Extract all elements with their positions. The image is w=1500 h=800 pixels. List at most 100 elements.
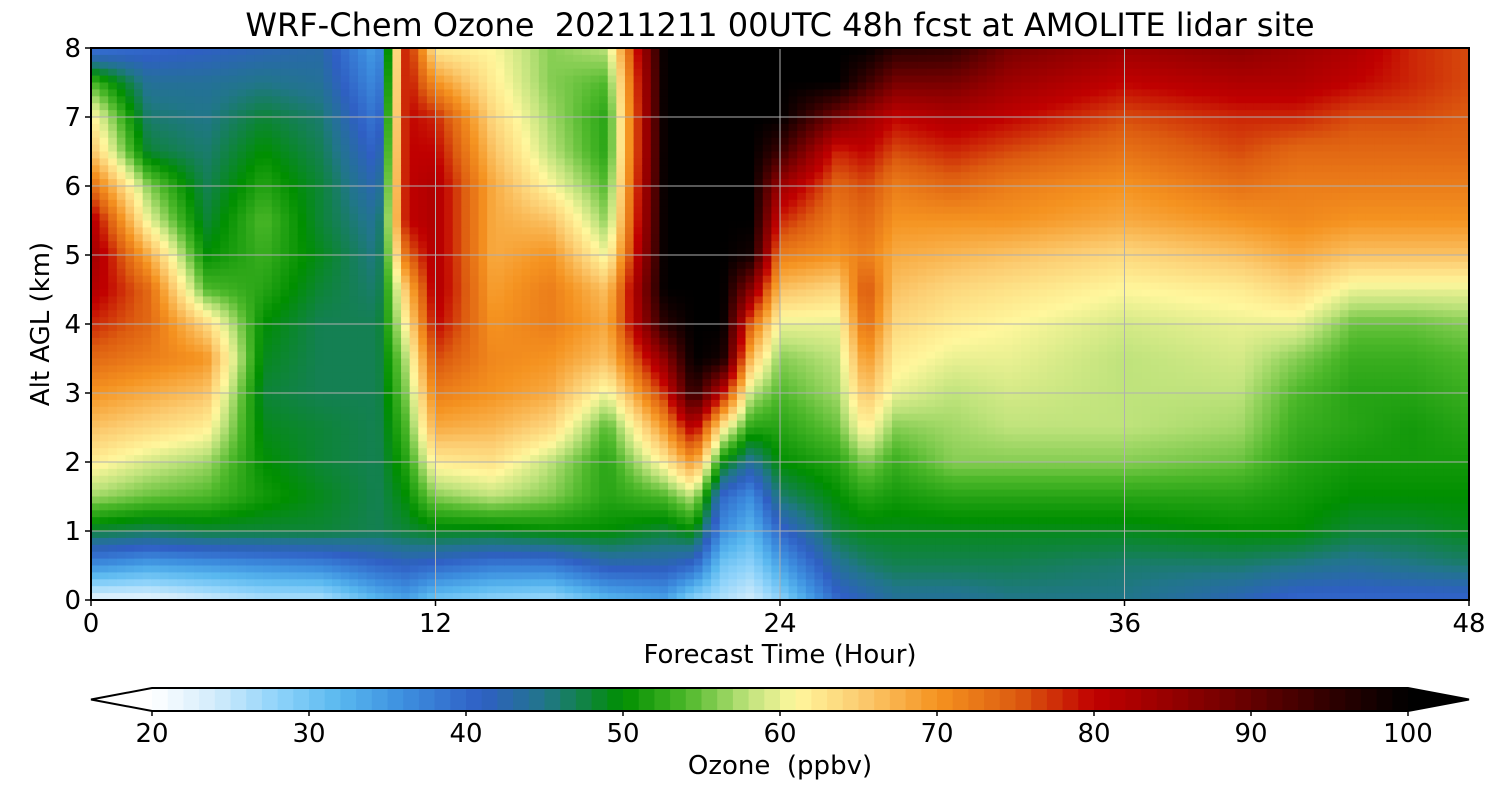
heatmap-cell [616, 192, 626, 201]
heatmap-cell [99, 158, 109, 166]
heatmap-cell [435, 468, 445, 477]
heatmap-cell [366, 365, 376, 373]
heatmap-cell [349, 537, 359, 546]
heatmap-cell [125, 379, 135, 387]
heatmap-cell [564, 234, 574, 242]
heatmap-cell [444, 158, 454, 166]
heatmap-cell [607, 75, 617, 84]
heatmap-cell [573, 234, 583, 242]
heatmap-cell [254, 427, 264, 435]
heatmap-cell [211, 255, 221, 263]
heatmap-cell [590, 517, 600, 525]
heatmap-cell [194, 358, 204, 366]
heatmap-cell [151, 441, 161, 449]
heatmap-cell [504, 68, 514, 77]
heatmap-cell [246, 268, 256, 277]
heatmap-cell [263, 531, 273, 539]
heatmap-cell [599, 558, 609, 567]
heatmap-cell [185, 593, 195, 601]
heatmap-cell [409, 406, 419, 415]
heatmap-cell [349, 61, 359, 70]
heatmap-cell [418, 234, 428, 242]
heatmap-cell [99, 275, 109, 284]
heatmap-cell [91, 524, 101, 532]
heatmap-cell [521, 399, 531, 408]
heatmap-cell [581, 255, 592, 263]
heatmap-cell [108, 213, 118, 222]
heatmap-cell [168, 427, 178, 435]
heatmap-cell [504, 186, 514, 194]
heatmap-cell [306, 448, 316, 456]
heatmap-cell [108, 68, 118, 77]
heatmap-cell [202, 110, 213, 118]
heatmap-cell [418, 289, 428, 297]
heatmap-cell [202, 75, 213, 84]
heatmap-cell [538, 420, 549, 429]
heatmap-cell [401, 130, 411, 139]
heatmap-cell [469, 537, 480, 546]
heatmap-cell [332, 351, 342, 360]
heatmap-cell [323, 68, 333, 77]
heatmap-cell [538, 434, 549, 442]
heatmap-cell [401, 358, 411, 366]
heatmap-cell [564, 379, 574, 387]
heatmap-cell [280, 172, 290, 180]
heatmap-cell [487, 144, 497, 153]
heatmap-cell [599, 179, 609, 187]
heatmap-cell [487, 317, 497, 325]
heatmap-cell [271, 68, 282, 77]
heatmap-cell [220, 351, 230, 360]
heatmap-cell [452, 199, 462, 208]
heatmap-cell [581, 406, 592, 415]
heatmap-cell [581, 179, 592, 187]
heatmap-cell [314, 462, 325, 470]
heatmap-cell [99, 61, 109, 70]
heatmap-cell [332, 261, 342, 270]
heatmap-cell [513, 434, 523, 442]
heatmap-cell [142, 503, 152, 511]
heatmap-cell [168, 551, 178, 560]
heatmap-cell [289, 344, 299, 353]
heatmap-cell [142, 296, 152, 304]
heatmap-cell [564, 330, 574, 339]
heatmap-cell [426, 179, 437, 187]
heatmap-cell [444, 296, 454, 304]
heatmap-cell [323, 572, 333, 580]
heatmap-cell [228, 365, 239, 373]
heatmap-cell [254, 241, 264, 249]
heatmap-cell [194, 192, 204, 201]
heatmap-cell [314, 317, 325, 325]
heatmap-cell [513, 186, 523, 194]
heatmap-cell [237, 406, 247, 415]
heatmap-cell [590, 537, 600, 546]
heatmap-cell [297, 503, 307, 511]
heatmap-cell [599, 282, 609, 291]
heatmap-cell [487, 179, 497, 187]
heatmap-cell [297, 82, 307, 90]
heatmap-cell [314, 89, 325, 97]
heatmap-cell [228, 351, 239, 360]
heatmap-cell [616, 517, 626, 525]
heatmap-cell [461, 234, 471, 242]
heatmap-cell [616, 61, 626, 70]
heatmap-cell [194, 110, 204, 118]
heatmap-cell [91, 531, 101, 539]
heatmap-cell [573, 310, 583, 318]
heatmap-cell [323, 455, 333, 463]
heatmap-cell [538, 448, 549, 456]
heatmap-cell [357, 241, 368, 249]
heatmap-cell [418, 268, 428, 277]
heatmap-cell [409, 227, 419, 235]
heatmap-cell [349, 455, 359, 463]
heatmap-cell [607, 282, 617, 291]
heatmap-cell [228, 517, 239, 525]
heatmap-cell [530, 475, 540, 484]
heatmap-cell [487, 117, 497, 125]
heatmap-cell [426, 330, 437, 339]
heatmap-cell [469, 54, 480, 63]
heatmap-cell [263, 179, 273, 187]
heatmap-cell [495, 310, 505, 318]
heatmap-cell [220, 503, 230, 511]
heatmap-cell [564, 572, 574, 580]
heatmap-cell [504, 268, 514, 277]
